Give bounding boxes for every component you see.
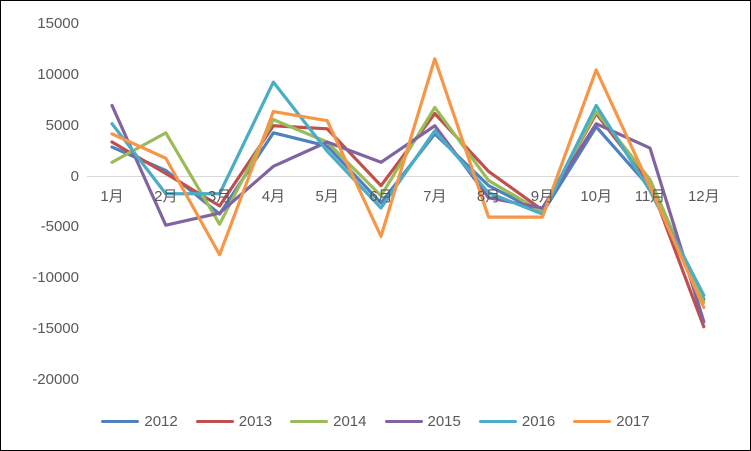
legend-label: 2013	[238, 413, 273, 430]
legend-line-swatch	[573, 420, 612, 423]
legend-item-2013[interactable]: 2013	[195, 413, 273, 430]
legend-item-2012[interactable]: 2012	[101, 413, 178, 430]
legend-label: 2016	[521, 413, 556, 430]
y-axis-tick-label: 15000	[37, 15, 79, 33]
legend-label: 2014	[333, 413, 367, 430]
legend-label: 2015	[427, 413, 461, 430]
y-axis-tick-label: 0	[70, 167, 79, 185]
x-axis-tick-label: 1月	[100, 188, 124, 205]
series-line-2017[interactable]	[110, 57, 706, 310]
legend-label: 2012	[144, 413, 178, 430]
x-axis-tick-label: 9月	[530, 188, 555, 205]
x-axis-tick-label: 5月	[315, 188, 339, 205]
y-axis-tick-label: 5000	[45, 116, 79, 134]
x-axis-tick-label: 6月	[369, 188, 393, 205]
legend-item-2015[interactable]: 2015	[384, 413, 461, 430]
series-line-2016[interactable]	[110, 80, 706, 297]
legend-line-swatch	[195, 420, 234, 423]
x-axis-tick-label: 8月	[476, 188, 501, 205]
legend: 2012 2013 2014 2015 2016 2017	[1, 413, 750, 430]
x-axis-tick-label: 3月	[207, 188, 232, 205]
x-axis-tick-label: 7月	[423, 188, 447, 205]
y-axis-tick-label: -20000	[32, 370, 79, 388]
x-axis-tick-label: 10月	[580, 188, 613, 205]
legend-line-swatch	[478, 420, 517, 423]
legend-item-2017[interactable]: 2017	[573, 413, 650, 430]
legend-line-swatch	[290, 420, 329, 423]
x-axis-tick-label: 12月	[687, 188, 720, 205]
legend-item-2016[interactable]: 2016	[478, 413, 556, 430]
legend-line-swatch	[101, 420, 140, 423]
legend-item-2014[interactable]: 2014	[290, 413, 367, 430]
y-axis-tick-label: -15000	[32, 319, 79, 337]
y-axis-tick-label: -5000	[40, 218, 79, 236]
legend-line-swatch	[384, 420, 423, 423]
y-axis-tick-label: -10000	[32, 269, 79, 286]
x-axis-tick-label: 11月	[634, 188, 666, 205]
x-axis-tick-label: 4月	[261, 188, 286, 205]
y-axis-tick-label: 10000	[37, 66, 79, 83]
x-axis-tick-label: 2月	[154, 188, 178, 205]
legend-label: 2017	[616, 413, 650, 430]
